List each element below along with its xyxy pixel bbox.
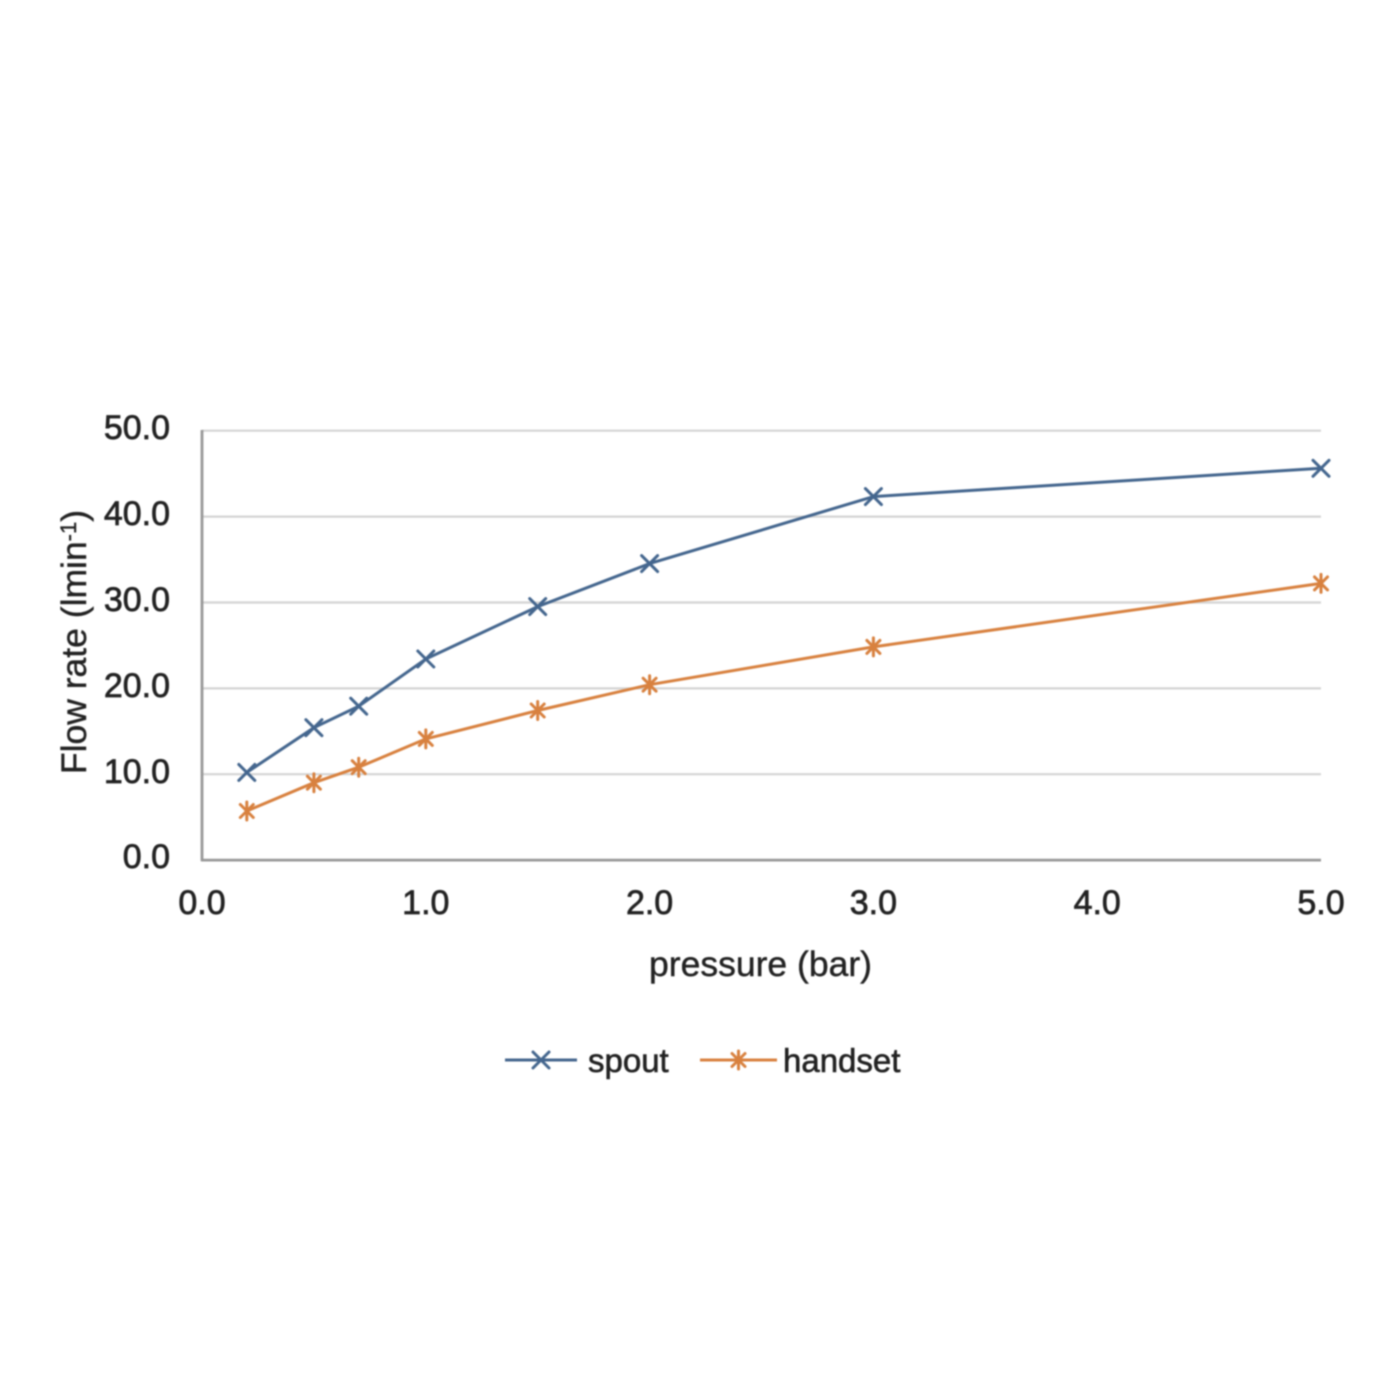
svg-text:20.0: 20.0 [104,667,170,705]
svg-text:30.0: 30.0 [104,581,170,619]
svg-text:5.0: 5.0 [1297,884,1344,922]
svg-text:1.0: 1.0 [402,884,449,922]
svg-text:spout: spout [588,1042,669,1079]
svg-text:0.0: 0.0 [123,838,170,876]
svg-text:0.0: 0.0 [178,884,225,922]
svg-text:pressure (bar): pressure (bar) [649,944,872,984]
svg-text:40.0: 40.0 [104,495,170,533]
svg-text:Flow rate (lmin-1): Flow rate (lmin-1) [54,510,94,774]
svg-text:10.0: 10.0 [104,753,170,791]
svg-text:4.0: 4.0 [1074,884,1121,922]
svg-text:50.0: 50.0 [104,409,170,447]
svg-text:handset: handset [783,1042,900,1079]
svg-text:3.0: 3.0 [850,884,897,922]
svg-text:2.0: 2.0 [626,884,673,922]
